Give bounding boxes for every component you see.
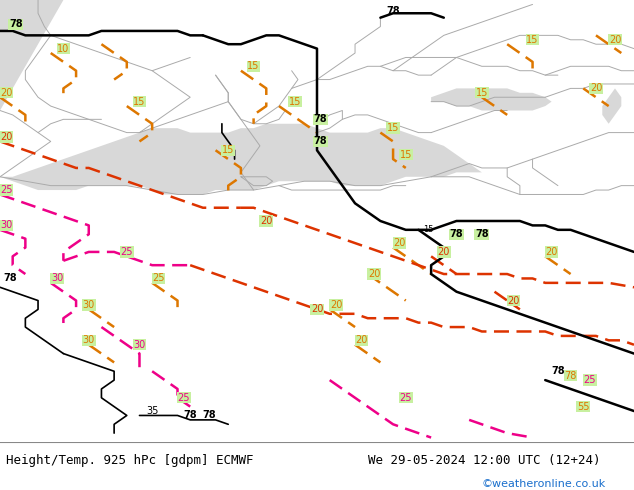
Text: 78: 78 xyxy=(183,411,197,420)
Text: 20: 20 xyxy=(545,247,558,257)
Text: 10: 10 xyxy=(57,44,70,53)
Text: 20: 20 xyxy=(368,269,380,279)
Text: 15: 15 xyxy=(526,35,539,45)
Text: 20: 20 xyxy=(590,83,602,94)
Text: 20: 20 xyxy=(507,295,520,306)
Text: 20: 20 xyxy=(0,132,13,142)
Text: 30: 30 xyxy=(82,335,95,345)
Text: 78: 78 xyxy=(313,114,327,124)
Text: 25: 25 xyxy=(120,247,133,257)
Text: 25: 25 xyxy=(0,185,13,195)
Text: Height/Temp. 925 hPc [gdpm] ECMWF: Height/Temp. 925 hPc [gdpm] ECMWF xyxy=(6,454,254,467)
Text: 78: 78 xyxy=(475,229,489,239)
Text: 20: 20 xyxy=(355,335,368,345)
Text: 20: 20 xyxy=(311,304,323,315)
Text: 20: 20 xyxy=(437,247,450,257)
Text: We 29-05-2024 12:00 UTC (12+24): We 29-05-2024 12:00 UTC (12+24) xyxy=(368,454,600,467)
Text: 25: 25 xyxy=(152,273,165,283)
Text: 30: 30 xyxy=(0,220,13,230)
Text: 15: 15 xyxy=(399,149,412,160)
Text: ©weatheronline.co.uk: ©weatheronline.co.uk xyxy=(482,479,606,489)
Text: 78: 78 xyxy=(386,6,400,16)
Text: 78: 78 xyxy=(564,370,577,381)
Text: 15: 15 xyxy=(222,145,235,155)
Text: 20: 20 xyxy=(330,300,342,310)
Text: 25: 25 xyxy=(178,393,190,403)
Text: 20: 20 xyxy=(260,216,273,226)
Text: 25: 25 xyxy=(583,375,596,385)
Text: 78: 78 xyxy=(450,229,463,239)
Text: 15: 15 xyxy=(288,97,301,107)
Text: 78: 78 xyxy=(9,19,23,29)
Text: 20: 20 xyxy=(393,238,406,248)
Text: 35: 35 xyxy=(146,406,158,416)
Text: 15: 15 xyxy=(476,88,488,98)
Text: 20: 20 xyxy=(609,35,621,45)
Polygon shape xyxy=(0,124,482,195)
Text: 78: 78 xyxy=(313,136,327,147)
Text: 30: 30 xyxy=(51,273,63,283)
Text: 78: 78 xyxy=(551,366,565,376)
Text: 15: 15 xyxy=(423,225,433,234)
Text: 78: 78 xyxy=(3,273,16,283)
Text: 30: 30 xyxy=(82,300,95,310)
Polygon shape xyxy=(0,0,63,111)
Text: 78: 78 xyxy=(202,411,216,420)
Polygon shape xyxy=(431,88,552,111)
Text: 15: 15 xyxy=(133,97,146,107)
Text: 30: 30 xyxy=(133,340,146,350)
Text: 15: 15 xyxy=(247,61,260,72)
Polygon shape xyxy=(602,88,621,124)
Text: 25: 25 xyxy=(399,393,412,403)
Text: 15: 15 xyxy=(387,123,399,133)
Text: 20: 20 xyxy=(0,88,13,98)
Text: 55: 55 xyxy=(577,402,590,412)
